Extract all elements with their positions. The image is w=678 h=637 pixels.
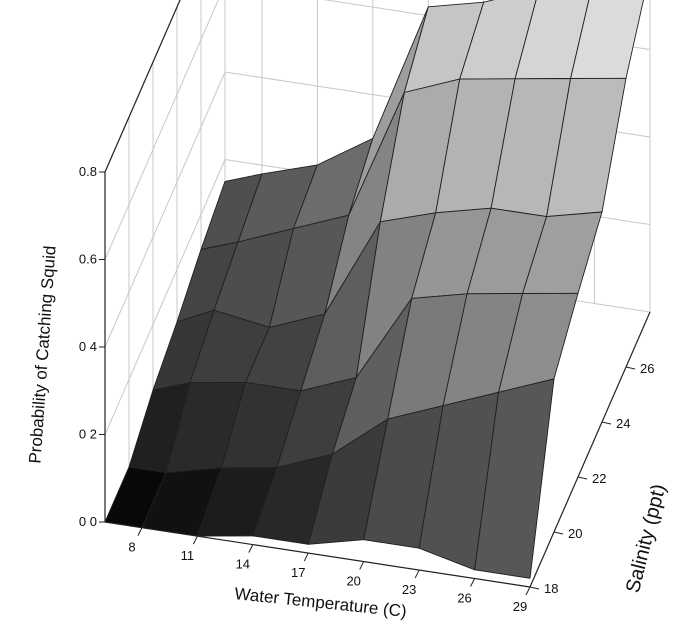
x-tick-mark (470, 578, 476, 587)
y-tick-mark (577, 476, 588, 480)
z-tick-label: 0 0 (79, 514, 97, 529)
y-tick-label: 18 (544, 581, 558, 596)
x-tick-label: 14 (236, 557, 250, 572)
x-tick-mark (414, 569, 420, 579)
x-axis-title: Water Temperature (C) (234, 584, 408, 621)
chart-surface (104, 0, 644, 579)
chart-ticks: 8 11 14 17 20 23 26 29 18 20 22 24 26 0 0 0 2 0 4 0.6 0.8 (79, 164, 655, 614)
x-tick-mark (137, 527, 143, 536)
y-tick-label: 20 (568, 526, 582, 541)
y-tick-label: 22 (592, 471, 606, 486)
z-tick-label: 0.6 (79, 252, 97, 267)
y-tick-label: 26 (640, 361, 654, 376)
x-tick-label: 23 (402, 582, 416, 597)
left-wall-gridline (104, 159, 226, 435)
y-tick-mark (601, 421, 612, 425)
x-tick-mark (525, 586, 531, 596)
y-tick-mark (553, 531, 564, 535)
axis-edge (529, 311, 651, 588)
x-tick-label: 29 (513, 599, 527, 614)
x-tick-label: 8 (128, 540, 135, 555)
x-tick-label: 20 (346, 574, 360, 589)
surface-patch (474, 378, 555, 579)
x-tick-mark (359, 561, 365, 570)
z-tick-label: 0.8 (79, 164, 97, 179)
y-tick-mark (529, 586, 540, 590)
left-wall-gridline (104, 0, 219, 260)
y-tick-mark (625, 366, 636, 370)
x-tick-mark (192, 535, 198, 545)
x-tick-label: 26 (457, 591, 471, 606)
z-tick-label: 0 2 (79, 427, 97, 442)
x-tick-label: 17 (291, 565, 305, 580)
y-axis-title: Salinity (ppt) (622, 482, 670, 595)
x-tick-mark (248, 544, 254, 553)
axis-edge (104, 521, 531, 588)
x-tick-label: 11 (181, 548, 195, 563)
y-tick-label: 24 (616, 416, 630, 431)
axis-edge (104, 0, 181, 173)
left-wall-gridline (104, 71, 226, 348)
z-axis-title: Probability of Catching Squid (25, 245, 59, 464)
z-tick-label: 0 4 (79, 339, 97, 354)
x-tick-mark (303, 552, 309, 562)
